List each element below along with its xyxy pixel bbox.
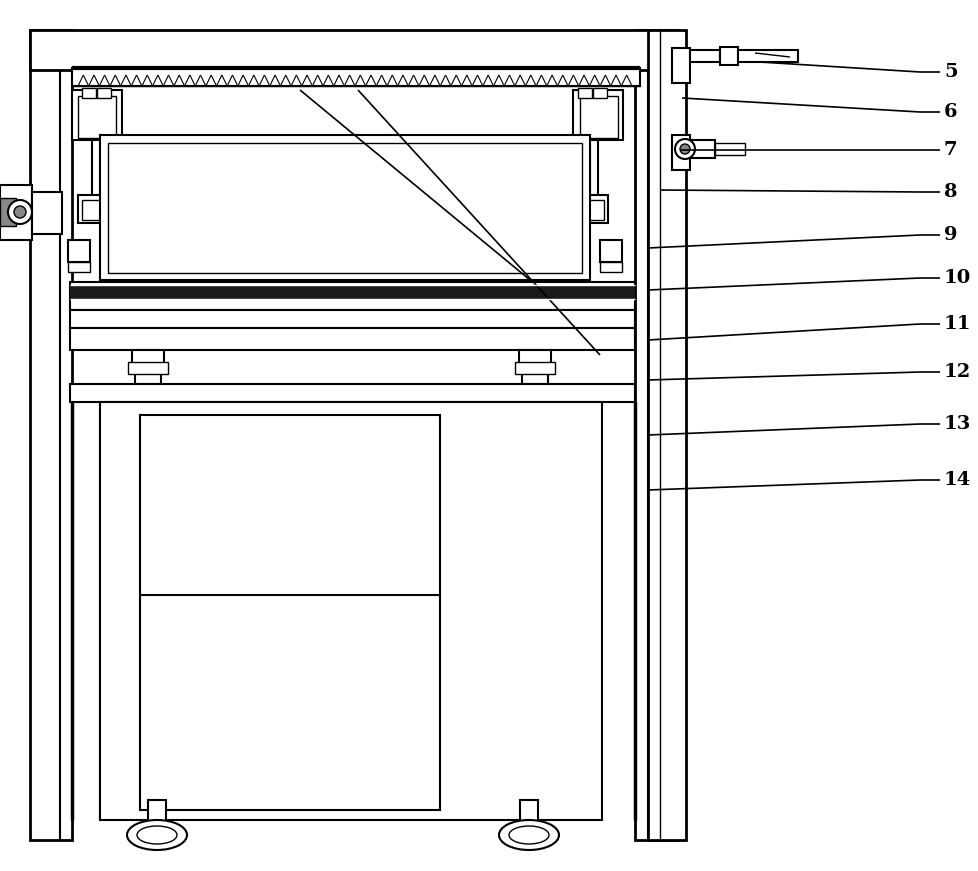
Circle shape bbox=[8, 200, 32, 224]
Circle shape bbox=[674, 139, 694, 159]
Bar bbox=[0, 198, 16, 226]
Text: 12: 12 bbox=[943, 363, 970, 381]
Bar bbox=[577, 88, 592, 98]
Text: 13: 13 bbox=[943, 415, 970, 433]
Bar bbox=[67, 262, 90, 272]
Bar bbox=[70, 285, 635, 299]
Bar bbox=[72, 68, 640, 86]
Bar bbox=[671, 48, 689, 83]
Bar bbox=[67, 240, 90, 262]
Bar bbox=[600, 240, 621, 262]
Bar bbox=[70, 384, 635, 402]
Bar bbox=[135, 372, 160, 384]
Bar bbox=[579, 96, 617, 138]
Bar bbox=[78, 195, 108, 223]
Bar bbox=[140, 415, 439, 810]
Bar bbox=[82, 88, 96, 98]
Bar bbox=[97, 88, 111, 98]
Bar bbox=[128, 362, 168, 374]
Bar bbox=[70, 328, 635, 350]
Bar bbox=[714, 143, 744, 155]
Ellipse shape bbox=[509, 826, 549, 844]
Bar bbox=[0, 185, 32, 240]
Bar bbox=[108, 143, 581, 273]
Bar bbox=[148, 800, 166, 822]
Bar bbox=[593, 88, 606, 98]
Bar bbox=[72, 90, 122, 140]
Text: 8: 8 bbox=[943, 183, 956, 201]
Bar bbox=[581, 200, 603, 220]
Ellipse shape bbox=[127, 820, 187, 850]
Bar bbox=[689, 50, 719, 62]
Bar bbox=[30, 30, 72, 840]
Text: 9: 9 bbox=[943, 226, 956, 244]
Bar bbox=[577, 195, 607, 223]
Bar bbox=[737, 50, 797, 62]
Circle shape bbox=[680, 144, 689, 154]
Ellipse shape bbox=[499, 820, 558, 850]
Bar bbox=[519, 800, 538, 822]
Text: 7: 7 bbox=[943, 141, 956, 159]
Bar bbox=[600, 262, 621, 272]
Bar bbox=[70, 282, 635, 310]
Text: 10: 10 bbox=[943, 269, 970, 287]
Text: 5: 5 bbox=[943, 63, 956, 81]
Circle shape bbox=[14, 206, 26, 218]
Bar bbox=[689, 140, 714, 158]
Bar bbox=[100, 135, 590, 280]
Bar bbox=[70, 310, 635, 328]
Bar bbox=[647, 30, 686, 840]
Bar bbox=[100, 402, 601, 820]
Bar bbox=[82, 200, 104, 220]
Bar bbox=[32, 192, 62, 234]
Bar bbox=[514, 362, 555, 374]
Bar bbox=[30, 30, 677, 70]
Bar bbox=[521, 372, 548, 384]
Text: 6: 6 bbox=[943, 103, 956, 121]
Bar bbox=[518, 350, 551, 372]
Bar bbox=[671, 135, 689, 170]
Bar bbox=[132, 350, 164, 372]
Bar bbox=[78, 96, 115, 138]
Text: 14: 14 bbox=[943, 471, 970, 489]
Ellipse shape bbox=[137, 826, 177, 844]
Bar bbox=[719, 47, 737, 65]
Bar bbox=[572, 90, 622, 140]
Bar bbox=[635, 30, 677, 840]
Text: 11: 11 bbox=[943, 315, 970, 333]
